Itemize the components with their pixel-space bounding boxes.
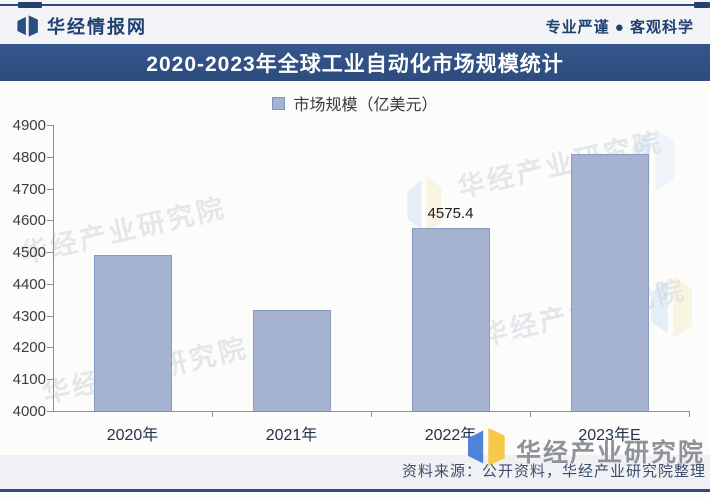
top-left-dash xyxy=(18,2,42,8)
open-book-logo-icon xyxy=(17,15,38,37)
y-tick-label: 4400 xyxy=(12,275,46,293)
bar-2020年 xyxy=(93,255,172,411)
title-banner: 2020-2023年全球工业自动化市场规模统计 xyxy=(0,44,710,81)
page-title: 2020-2023年全球工业自动化市场规模统计 xyxy=(146,52,564,76)
y-axis-line xyxy=(53,125,54,412)
y-tick-mark xyxy=(47,379,53,381)
footer-brand-name[interactable]: 华经产业研究院 xyxy=(516,439,706,467)
header-bar: 华经情报网 专业严谨 ● 客观科学 xyxy=(0,8,710,44)
y-tick-mark xyxy=(47,283,53,285)
y-tick-mark xyxy=(47,315,53,317)
x-axis-line xyxy=(53,411,690,412)
y-tick-label: 4900 xyxy=(12,117,46,134)
y-tick-mark xyxy=(47,411,53,412)
y-tick-label: 4800 xyxy=(12,148,46,166)
footer-strip xyxy=(0,455,710,489)
y-tick-label: 4000 xyxy=(12,403,46,420)
x-category-label: 2022年 xyxy=(424,427,477,444)
bar-2021年 xyxy=(252,309,331,411)
bar-2022年 xyxy=(411,228,490,411)
x-tick-mark xyxy=(530,412,531,417)
data-source-note: 资料来源：公开资料，华经产业研究院整理 xyxy=(401,463,706,480)
top-right-dash xyxy=(694,2,710,8)
header-slogan: 专业严谨 ● 客观科学 xyxy=(545,18,694,36)
y-tick-label: 4500 xyxy=(12,244,46,262)
x-tick-mark xyxy=(689,412,690,417)
y-tick-label: 4600 xyxy=(12,212,46,230)
top-divider-line xyxy=(0,4,710,6)
bottom-divider-line xyxy=(0,489,710,492)
brand-name: 华经情报网 xyxy=(47,17,147,37)
bar-value-label: 4575.4 xyxy=(427,205,474,223)
watermark-logo-icon xyxy=(650,276,692,338)
x-category-label: 2020年 xyxy=(106,427,159,444)
y-tick-mark xyxy=(47,220,53,222)
y-tick-label: 4200 xyxy=(12,339,46,357)
legend-label: 市场规模（亿美元） xyxy=(293,97,438,114)
y-tick-label: 4100 xyxy=(12,371,46,389)
chart-legend: 市场规模（亿美元） xyxy=(0,91,710,115)
x-tick-mark xyxy=(212,412,213,417)
bar-2023年E xyxy=(570,154,649,411)
y-tick-mark xyxy=(47,188,53,190)
brand-block[interactable]: 华经情报网 xyxy=(16,13,147,39)
chart-area: 华经产业研究院 华经产业研究院 华经产业研究院 华经产业研究院 市场规模（亿美元… xyxy=(0,81,710,455)
below-divider-space xyxy=(0,492,710,500)
y-tick-mark xyxy=(47,125,53,126)
huajing-footer-logo-icon[interactable] xyxy=(464,428,510,466)
legend-swatch xyxy=(272,96,286,110)
y-tick-label: 4300 xyxy=(12,307,46,325)
x-category-label: 2021年 xyxy=(265,427,318,444)
y-tick-label: 4700 xyxy=(12,180,46,198)
x-category-label: 2023年E xyxy=(578,427,641,444)
x-tick-mark xyxy=(371,412,372,417)
y-tick-mark xyxy=(47,347,53,349)
y-tick-mark xyxy=(47,156,53,158)
y-tick-mark xyxy=(47,252,53,254)
